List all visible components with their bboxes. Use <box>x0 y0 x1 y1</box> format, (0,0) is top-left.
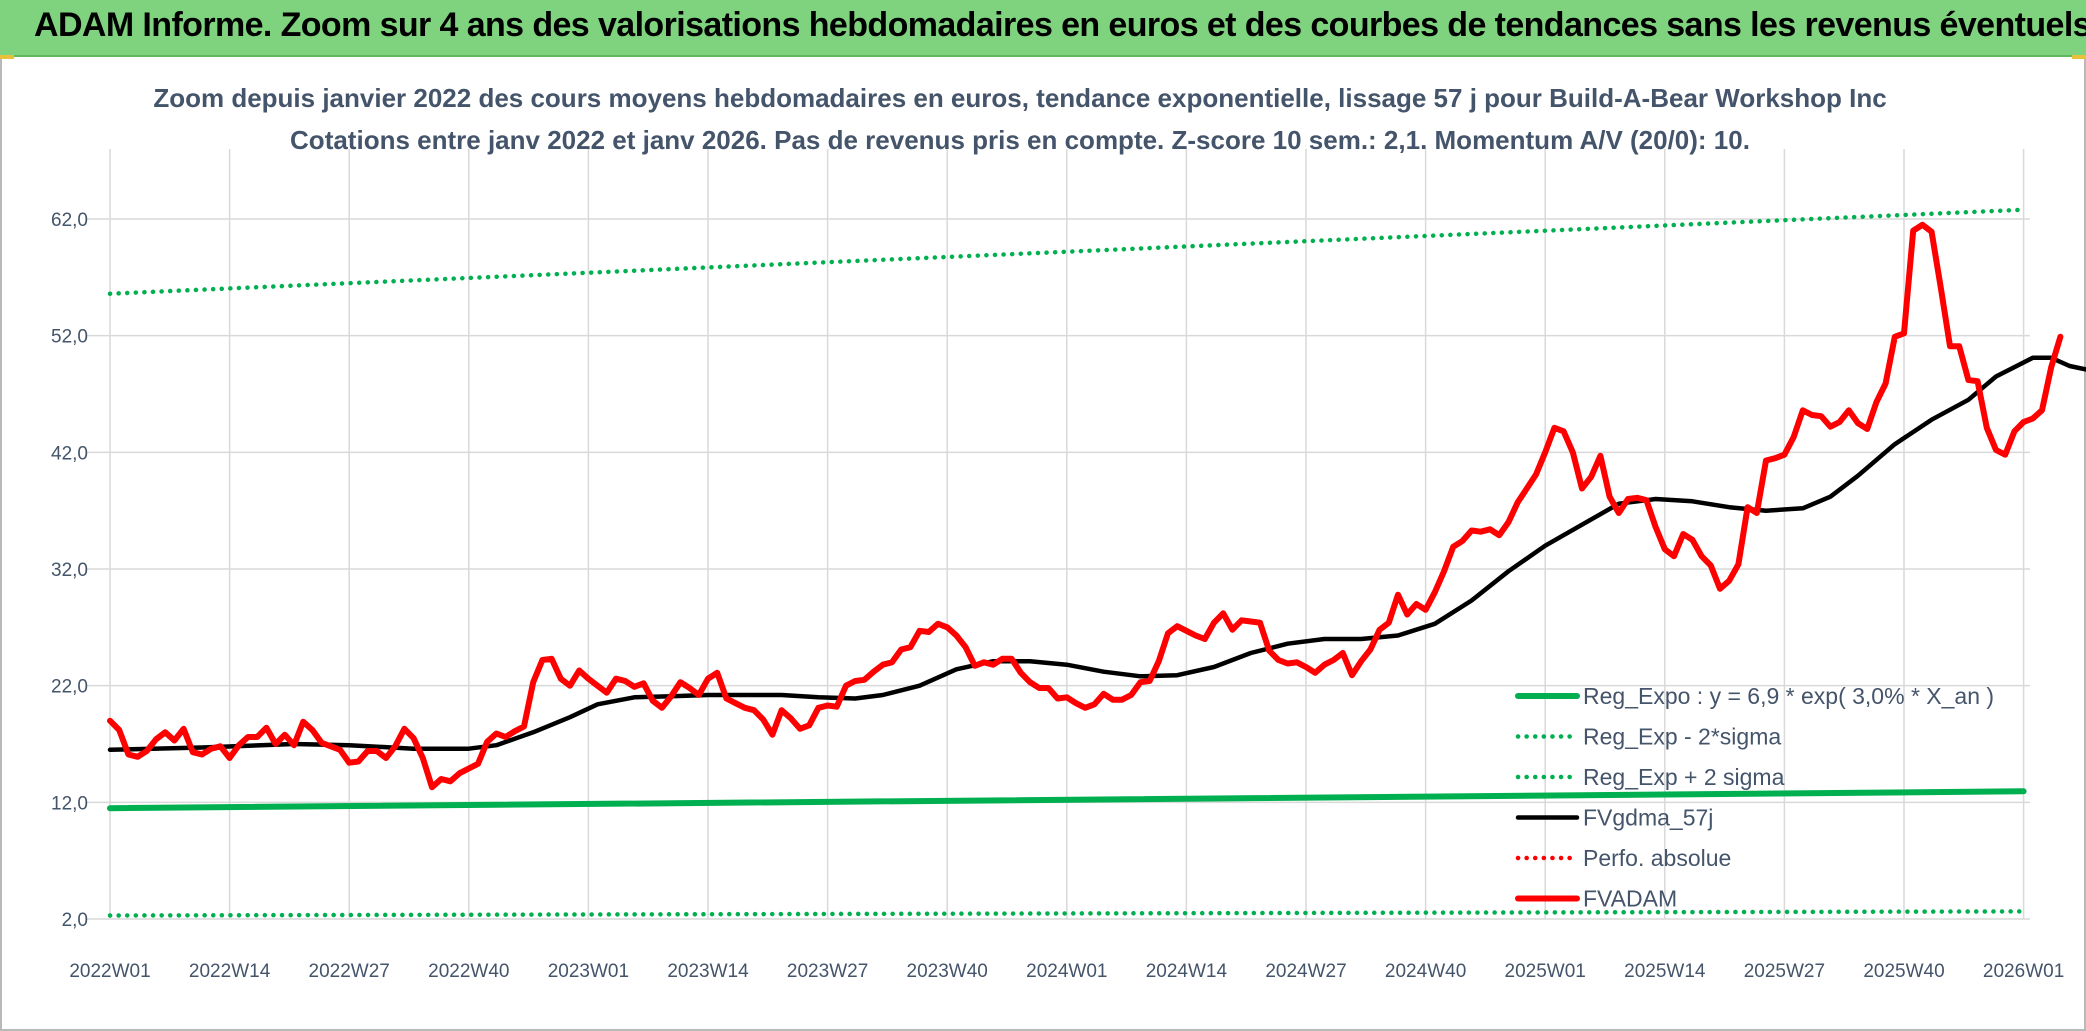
x-tick-label: 2022W14 <box>189 961 271 982</box>
y-axis-ticks: 2,0 12,0 22,0 32,0 42,0 52,0 62,0 <box>51 210 88 931</box>
chart-area: Zoom depuis janvier 2022 des cours moyen… <box>51 83 2086 982</box>
x-tick-label: 2024W27 <box>1265 961 1346 982</box>
report-banner: ADAM Informe. Zoom sur 4 ans des valoris… <box>0 0 2086 57</box>
x-tick-label: 2024W01 <box>1026 961 1107 982</box>
x-tick-label: 2023W14 <box>667 961 749 982</box>
x-tick-label: 2023W01 <box>548 961 629 982</box>
legend-label: Reg_Exp + 2 sigma <box>1583 764 1785 790</box>
legend-label: FVADAM <box>1583 886 1677 912</box>
series-line-reg-expo-y-6-9-exp-3-0-x-an <box>107 788 2027 812</box>
x-tick-label: 2024W14 <box>1146 961 1228 982</box>
series-line-fvgdma-57j <box>107 355 2086 753</box>
y-tick-label: 2,0 <box>62 910 88 931</box>
legend-label: FVgdma_57j <box>1583 805 1713 831</box>
y-tick-label: 12,0 <box>51 793 88 814</box>
y-tick-label: 22,0 <box>51 677 88 698</box>
chart-title: Zoom depuis janvier 2022 des cours moyen… <box>153 83 1886 113</box>
corner-mark-left <box>0 55 14 59</box>
x-tick-label: 2023W40 <box>907 961 988 982</box>
legend-label: Perfo. absolue <box>1583 845 1731 871</box>
x-tick-label: 2025W27 <box>1744 961 1825 982</box>
series-line-fvadam <box>107 221 2064 791</box>
y-tick-label: 42,0 <box>51 443 88 464</box>
legend: Reg_Expo : y = 6,9 * exp( 3,0% * X_an ) R… <box>1515 683 1994 912</box>
chart-subtitle: Cotations entre janv 2022 et janv 2026. … <box>290 125 1750 155</box>
x-tick-label: 2022W01 <box>69 961 150 982</box>
x-tick-label: 2024W40 <box>1385 961 1466 982</box>
y-tick-label: 32,0 <box>51 560 88 581</box>
legend-label: Reg_Expo : y = 6,9 * exp( 3,0% * X_an ) <box>1583 683 1994 709</box>
y-tick-label: 62,0 <box>51 210 88 231</box>
legend-label: Reg_Exp - 2*sigma <box>1583 724 1781 750</box>
x-tick-label: 2025W14 <box>1624 961 1706 982</box>
x-tick-label: 2025W01 <box>1505 961 1586 982</box>
x-tick-label: 2022W40 <box>428 961 509 982</box>
corner-mark-right <box>2072 55 2086 59</box>
x-tick-label: 2023W27 <box>787 961 868 982</box>
x-tick-label: 2026W01 <box>1983 961 2064 982</box>
x-axis-ticks: 2022W01 2022W14 2022W27 2022W40 2023W01 2023W… <box>69 961 2064 982</box>
gridlines <box>86 149 2030 920</box>
y-tick-label: 52,0 <box>51 327 88 348</box>
x-tick-label: 2022W27 <box>309 961 390 982</box>
series-line-reg-exp-2-sigma <box>107 207 2026 296</box>
series-layer <box>107 207 2086 918</box>
report-title: ADAM Informe. Zoom sur 4 ans des valoris… <box>34 6 2086 44</box>
series-line-reg-exp-2-sigma <box>107 909 2026 918</box>
x-tick-label: 2025W40 <box>1863 961 1944 982</box>
